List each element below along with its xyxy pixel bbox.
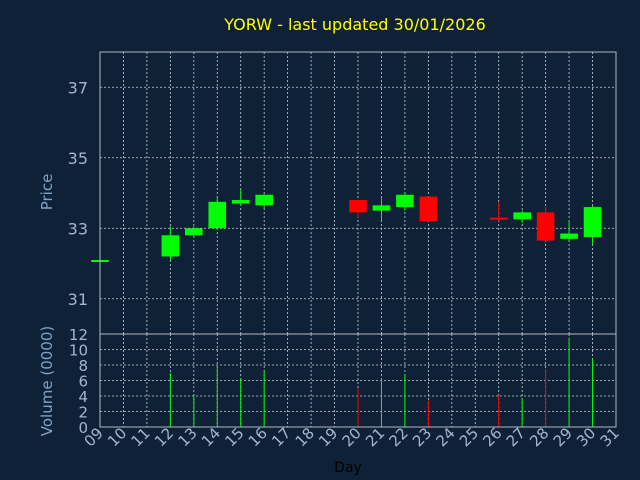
price-tick-label: 31 [68,290,88,309]
volume-axis-label: Volume (0000) [38,326,56,436]
volume-tick-label: 8 [78,357,88,375]
candle-body [255,194,273,206]
candle-body [372,205,391,211]
candle-body [536,212,555,241]
x-tick-labels: 0910111213141516171819202122232425262728… [81,424,623,450]
volume-tick-label: 0 [78,419,88,437]
volume-tick-label: 12 [69,326,88,344]
candle-body [489,217,508,220]
candle-body [583,207,602,238]
candle-body [231,200,250,204]
price-tick-labels: 31 33 35 37 [68,78,88,309]
price-tick-label: 37 [68,78,88,97]
volume-tick-label: 2 [78,404,88,422]
candle-body [560,233,578,239]
volume-tick-label: 4 [78,388,88,406]
price-tick-label: 33 [68,219,88,238]
volume-tick-label: 10 [69,342,88,360]
chart-title: YORW - last updated 30/01/2026 [223,15,486,34]
price-axis-label: Price [38,174,56,211]
candle-body [208,201,227,229]
candle-body [161,235,180,257]
volume-panel-frame [99,333,617,428]
candle-body [396,194,414,208]
candle-body [185,228,203,236]
candle-body [419,196,438,222]
price-tick-label: 35 [68,149,88,168]
candle-body [513,212,531,220]
volume-bars [169,337,594,427]
volume-tick-label: 6 [78,373,88,391]
candle-body [349,200,367,213]
x-axis-label: Day [334,460,362,476]
